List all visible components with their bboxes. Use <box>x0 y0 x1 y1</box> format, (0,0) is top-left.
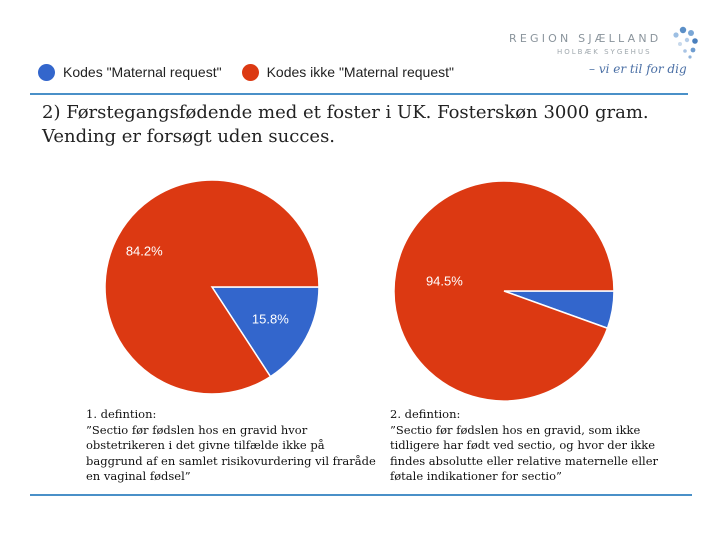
chart-legend: Kodes "Maternal request" Kodes ikke "Mat… <box>38 60 474 84</box>
definition-2: 2. defintion: ”Sectio før fødslen hos en… <box>390 407 680 485</box>
legend-label: Kodes ikke "Maternal request" <box>266 64 454 80</box>
bottom-divider <box>30 494 692 496</box>
definition-1: 1. defintion: ”Sectio før fødslen hos en… <box>86 407 376 485</box>
definition-title: 1. defintion: <box>86 407 157 421</box>
top-divider <box>30 93 688 95</box>
logo-dots-icon <box>673 26 698 59</box>
definition-body: ”Sectio før fødslen hos en gravid hvor o… <box>86 422 376 484</box>
pie-2-slice-2-label: 94.5% <box>426 274 463 289</box>
pie-1-slice-2[interactable] <box>104 179 320 395</box>
region-logo: REGION SJÆLLAND HOLBÆK SYGEHUS – vi er t… <box>505 24 705 94</box>
page-title: 2) Førstegangsfødende med et foster i UK… <box>42 102 649 147</box>
pie-1-slice-1[interactable] <box>210 286 320 378</box>
definition-title: 2. defintion: <box>390 407 461 421</box>
logo-main-text: REGION SJÆLLAND <box>509 32 662 45</box>
logo-sub-text: HOLBÆK SYGEHUS <box>557 48 652 56</box>
pie-1-slice-2-label: 84.2% <box>126 243 163 258</box>
legend-swatch-red <box>241 63 259 81</box>
logo-tagline: – vi er til for dig <box>589 62 687 76</box>
pie-1-slice-1-label: 15.8% <box>252 312 289 327</box>
legend-swatch-blue <box>38 63 55 81</box>
legend-item-maternal-request[interactable]: Kodes "Maternal request" <box>38 63 222 81</box>
definition-body: ”Sectio før fødslen hos en gravid, som i… <box>390 422 659 484</box>
pie-2-slice-2[interactable] <box>393 180 615 402</box>
legend-label: Kodes "Maternal request" <box>63 64 222 80</box>
legend-item-not-maternal-request[interactable]: Kodes ikke "Maternal request" <box>241 63 454 81</box>
